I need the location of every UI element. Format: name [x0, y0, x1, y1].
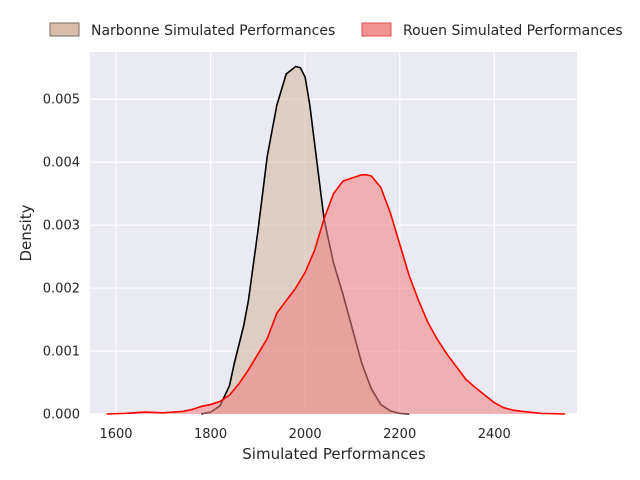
- x-tick-label: 2400: [478, 427, 511, 442]
- x-tick-label: 1600: [99, 427, 132, 442]
- x-tick-label: 2200: [383, 427, 416, 442]
- series-area-fill: [201, 66, 410, 414]
- series-area-fill: [106, 174, 566, 414]
- y-tick-label: 0.003: [43, 219, 80, 234]
- legend-swatch: [49, 22, 80, 37]
- legend-swatch: [361, 22, 392, 37]
- legend-entry-2: Rouen Simulated Performances: [361, 22, 623, 39]
- y-tick-label: 0.004: [43, 156, 80, 171]
- y-axis-label: Density: [17, 204, 35, 261]
- series-2: [106, 173, 566, 415]
- y-tick-label: 0.002: [43, 282, 80, 297]
- legend-label: Rouen Simulated Performances: [403, 23, 623, 39]
- y-tick-label: 0.000: [43, 408, 80, 423]
- x-tick-label: 2000: [289, 427, 322, 442]
- y-tick-label: 0.001: [43, 345, 80, 360]
- y-tick-label: 0.005: [43, 93, 80, 108]
- legend-label: Narbonne Simulated Performances: [91, 23, 335, 39]
- y-tick-labels: 0.000 0.001 0.002 0.003 0.004 0.005: [43, 93, 80, 423]
- legend-entry-1: Narbonne Simulated Performances: [49, 22, 335, 39]
- x-tick-labels: 1600 1800 2000 2200 2400: [99, 427, 510, 442]
- x-axis-label: Simulated Performances: [242, 445, 426, 463]
- x-tick-label: 1800: [194, 427, 227, 442]
- series-density-line: [106, 173, 566, 415]
- legend: Narbonne Simulated Performances Rouen Sim…: [49, 22, 623, 39]
- series-layer: [106, 65, 566, 415]
